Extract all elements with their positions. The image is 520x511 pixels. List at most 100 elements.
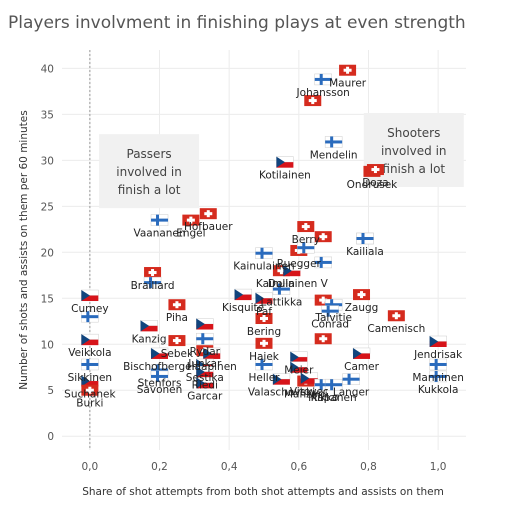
point-label: Langer [333, 387, 370, 399]
flag-marker-cz [196, 318, 214, 330]
czech-flag-triangle [272, 373, 282, 385]
finnish-flag-cross-h [151, 368, 169, 372]
flag-marker-ch [297, 221, 315, 233]
point-label: Kisquite [222, 302, 264, 314]
flag-marker-fi [429, 370, 447, 383]
flag-marker-ch [366, 164, 384, 176]
swiss-flag-cross-h [85, 388, 94, 392]
swiss-flag-cross-h [172, 339, 181, 343]
czech-flag-bottom [203, 353, 221, 359]
czech-flag-bottom [81, 339, 99, 346]
annotation-line: Shooters [387, 126, 440, 140]
swiss-flag-cross-h [371, 168, 380, 172]
swiss-flag-cross-h [357, 293, 366, 297]
annotation-line: Passers [127, 147, 172, 161]
flag-marker-cz [150, 347, 169, 359]
point-label: Lattikka [260, 297, 302, 309]
point-label: Camenisch [367, 323, 425, 335]
czech-flag-bottom [151, 353, 169, 359]
finnish-flag-cross-h [196, 337, 214, 341]
point-label: Kapanen [311, 392, 357, 404]
flag-marker-fi [81, 310, 99, 323]
finnish-flag-cross-h [325, 383, 343, 387]
czech-flag-triangle [234, 289, 244, 301]
czech-flag-bottom [255, 298, 273, 304]
point-label: Sestika [186, 372, 224, 384]
czech-flag-bottom [81, 381, 99, 387]
flag-marker-fi [150, 214, 169, 226]
annotation-box [99, 134, 200, 209]
czech-flag-triangle [300, 372, 310, 384]
annotation-line: finish a lot [382, 162, 445, 176]
swiss-flag-cross-h [392, 314, 401, 318]
flag-marker-cz [255, 292, 273, 304]
finnish-flag-cross-h [429, 362, 447, 366]
czech-flag-triangle [81, 290, 90, 302]
flag-marker-ch [314, 231, 332, 243]
point-label: Riedi [192, 379, 218, 391]
swiss-flag-cross-h [343, 68, 352, 72]
point-label: Engel [176, 228, 205, 240]
flag-marker-ch [314, 294, 332, 306]
finnish-flag-cross-h [297, 246, 315, 250]
point-label: Sikkinen [68, 372, 112, 384]
czech-flag-bottom [353, 353, 371, 359]
swiss-flag-cross-h [319, 235, 328, 239]
x-tick-label: 0,4 [221, 461, 238, 473]
y-tick-label: 25 [41, 201, 54, 213]
y-axis-label: Number of shots and assists on them per … [18, 110, 30, 389]
flag-marker-cz [196, 377, 214, 389]
flag-marker-fi [196, 332, 214, 345]
flag-marker-fi [150, 370, 169, 383]
point-label: Maurer [329, 78, 367, 90]
flag-marker-ch [304, 95, 322, 107]
flag-marker-fi [255, 358, 273, 371]
flag-marker-cz [290, 351, 308, 363]
point-label: Kailiala [346, 246, 384, 258]
point-label: Manzoni [284, 389, 328, 401]
czech-flag-bottom [290, 367, 308, 373]
finnish-flag-cross-h [429, 374, 447, 378]
swiss-flag-cross-h [260, 317, 268, 321]
point-label: Kainulainen V [256, 278, 329, 290]
swiss-flag-cross-h [319, 298, 328, 302]
flag-marker-fi [356, 232, 374, 245]
finnish-flag-cross-h [314, 77, 332, 81]
finnish-flag-cross-h [325, 303, 343, 307]
point-label: Kanzig [132, 333, 167, 345]
flag-marker-ch [199, 208, 217, 220]
point-label: Mikko [308, 392, 338, 404]
czech-flag-triangle [196, 318, 205, 330]
czech-flag-triangle [429, 335, 439, 347]
flag-marker-cz [81, 333, 99, 346]
swiss-flag-cross-h [319, 337, 328, 341]
czech-flag-bottom [283, 270, 301, 277]
point-label: Manninen [412, 372, 464, 384]
finnish-flag-cross-h [356, 237, 374, 241]
czech-flag-bottom [196, 324, 214, 330]
swiss-flag-cross-h [308, 99, 317, 103]
swiss-flag-cross-h [186, 218, 195, 222]
czech-flag-bottom [81, 295, 99, 302]
flag-marker-ch [168, 299, 186, 311]
flag-marker-cz [272, 373, 291, 385]
finnish-flag-cross-h [255, 362, 273, 366]
flag-marker-fi [314, 73, 332, 86]
point-label: Garcar [187, 390, 223, 402]
point-label: Veikkola [68, 347, 111, 359]
point-label: Heller [249, 372, 281, 384]
point-label: Burki [76, 398, 103, 410]
point-label: Vaananen [133, 228, 185, 240]
czech-flag-bottom [300, 378, 318, 384]
x-tick-label: 0,0 [82, 461, 99, 473]
flag-marker-ch [387, 310, 405, 322]
flag-marker-cz [234, 288, 252, 301]
finnish-flag-cross-h [151, 374, 169, 378]
point-label: Kainulainen [233, 261, 294, 273]
x-axis-label: Share of shot attempts from both shot at… [82, 486, 444, 498]
flag-marker-fi [81, 358, 99, 371]
annotations: Passers involved in finish a lot Shooters in… [99, 112, 464, 209]
swiss-flag-cross-h [148, 271, 157, 275]
flag-marker-cz [196, 366, 214, 378]
point-label: Hajek [249, 351, 280, 363]
